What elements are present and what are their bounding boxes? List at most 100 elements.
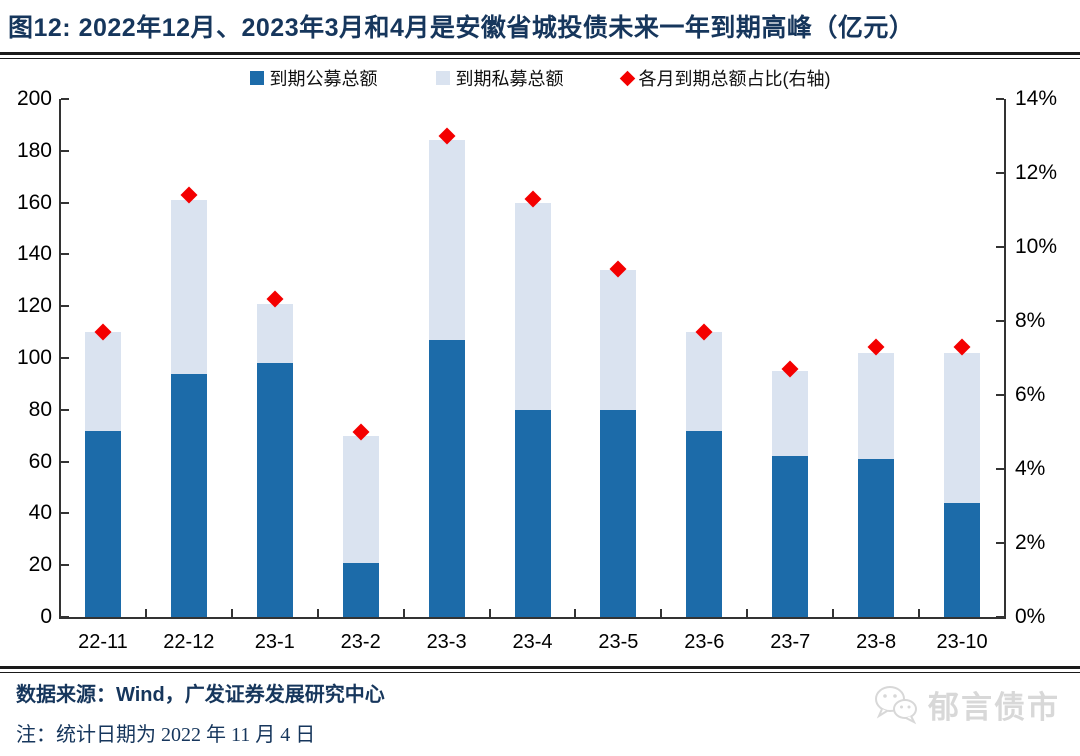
x-axis-tick	[230, 609, 233, 617]
x-axis-tick	[402, 609, 405, 617]
y-axis-label-left: 60	[28, 449, 52, 473]
y-axis-label-left: 20	[28, 553, 52, 577]
bar-segment-public	[428, 339, 465, 617]
left-axis-tick	[61, 149, 69, 152]
bar-segment-private	[686, 332, 723, 431]
y-axis-label-left: 80	[28, 397, 52, 421]
x-axis-tick	[660, 609, 663, 617]
bar-segment-public	[514, 409, 551, 617]
bar-segment-public	[170, 373, 207, 617]
left-axis-tick	[61, 408, 69, 411]
x-axis-label: 23-7	[770, 631, 811, 653]
legend-item: 到期私募总额	[435, 65, 564, 91]
y-axis-label-left: 120	[16, 294, 52, 318]
x-axis-label: 23-1	[254, 631, 295, 653]
bar-segment-private	[342, 435, 379, 563]
bar-segment-private	[600, 269, 637, 410]
x-axis-label: 23-4	[512, 631, 553, 653]
x-axis-label: 22-12	[163, 631, 215, 653]
watermark-text: 郁言债市	[928, 690, 1060, 725]
right-axis-tick	[996, 468, 1004, 470]
bar-segment-private	[944, 352, 981, 504]
bar-segment-public	[772, 456, 809, 617]
x-axis-tick	[832, 609, 835, 617]
y-axis-label-left: 100	[16, 346, 52, 369]
x-axis-tick	[1004, 609, 1006, 617]
legend-label: 到期私募总额	[455, 69, 564, 89]
bar-segment-private	[514, 202, 551, 410]
left-axis-tick	[61, 98, 69, 100]
y-axis-label-left: 0	[40, 605, 52, 628]
legend-square-swatch	[435, 71, 450, 85]
footer-divider	[0, 666, 1080, 673]
left-axis-tick	[61, 460, 69, 463]
watermark: 郁言债市	[872, 682, 1060, 727]
left-axis-tick	[61, 357, 69, 359]
y-axis-label-left: 140	[16, 242, 52, 266]
x-axis-tick	[316, 609, 319, 617]
left-axis-tick	[61, 305, 69, 308]
bar-segment-public	[944, 503, 981, 617]
y-axis-label-left: 160	[16, 190, 52, 214]
legend-item: 各月到期总额占比(右轴)	[619, 65, 831, 91]
x-axis-label: 23-8	[856, 631, 897, 653]
left-axis-tick	[61, 512, 69, 515]
left-axis-line	[59, 99, 61, 617]
title-divider	[0, 52, 1080, 59]
bar-segment-public	[686, 430, 723, 617]
bar-segment-public	[342, 562, 379, 617]
right-axis-tick	[996, 172, 1004, 174]
left-axis-tick	[61, 201, 69, 204]
bar-segment-public	[84, 430, 121, 617]
right-axis-tick	[996, 616, 1004, 618]
y-axis-label-right: 2%	[1015, 531, 1046, 554]
y-axis-label-right: 10%	[1015, 235, 1058, 258]
bar-segment-private	[772, 370, 809, 457]
chart-plot-area: 0 20 40 60 80 100 120 140 160 180 200 0% 2% 4% 6% 8% 10%…	[16, 87, 1058, 653]
right-axis-tick	[996, 246, 1004, 248]
y-axis-label-right: 14%	[1015, 87, 1058, 110]
bar-segment-private	[428, 140, 465, 340]
chart-legend: 到期公募总额 到期私募总额 各月到期总额占比(右轴)	[0, 62, 1080, 94]
right-axis-tick	[996, 394, 1004, 396]
x-axis-tick	[918, 609, 921, 617]
right-axis-tick	[996, 542, 1004, 544]
legend-square-swatch	[249, 71, 264, 85]
y-axis-label-right: 8%	[1015, 309, 1046, 332]
x-axis-label: 23-10	[936, 631, 988, 653]
x-axis-tick	[746, 609, 749, 617]
x-axis-tick	[59, 609, 61, 617]
legend-item: 到期公募总额	[249, 65, 378, 91]
bar-segment-public	[256, 363, 293, 617]
note-text: 注：统计日期为 2022 年 11 月 4 日	[16, 724, 316, 746]
x-axis-tick	[144, 609, 147, 617]
data-source-text: 数据来源：Wind，广发证券发展研究中心	[16, 684, 385, 706]
right-axis-tick	[996, 98, 1004, 100]
bar-segment-public	[600, 409, 637, 617]
bar-segment-private	[84, 332, 121, 431]
bar-segment-private	[170, 200, 207, 374]
y-axis-label-right: 12%	[1015, 161, 1058, 184]
y-axis-label-right: 4%	[1015, 457, 1046, 480]
left-axis-tick	[61, 253, 69, 256]
x-axis-label: 23-3	[426, 631, 467, 653]
x-axis-label: 23-2	[340, 631, 381, 653]
right-axis-line	[1004, 99, 1006, 617]
legend-label: 各月到期总额占比(右轴)	[638, 69, 831, 89]
y-axis-label-left: 200	[16, 87, 52, 110]
y-axis-label-right: 0%	[1015, 605, 1046, 628]
left-axis-tick	[61, 616, 69, 618]
x-axis-label: 23-5	[598, 631, 639, 653]
x-axis-label: 22-11	[78, 631, 128, 653]
bar-segment-private	[858, 352, 895, 459]
bar-segment-private	[256, 303, 293, 364]
x-axis-tick	[488, 609, 491, 617]
chart-title: 图12: 2022年12月、2023年3月和4月是安徽省城投债未来一年到期高峰（…	[8, 14, 915, 42]
x-axis-line	[59, 617, 1006, 619]
wechat-icon	[875, 685, 917, 724]
right-axis-tick	[996, 320, 1004, 322]
y-axis-label-left: 40	[28, 501, 52, 525]
bar-segment-public	[858, 459, 895, 617]
x-axis-tick	[574, 609, 577, 617]
